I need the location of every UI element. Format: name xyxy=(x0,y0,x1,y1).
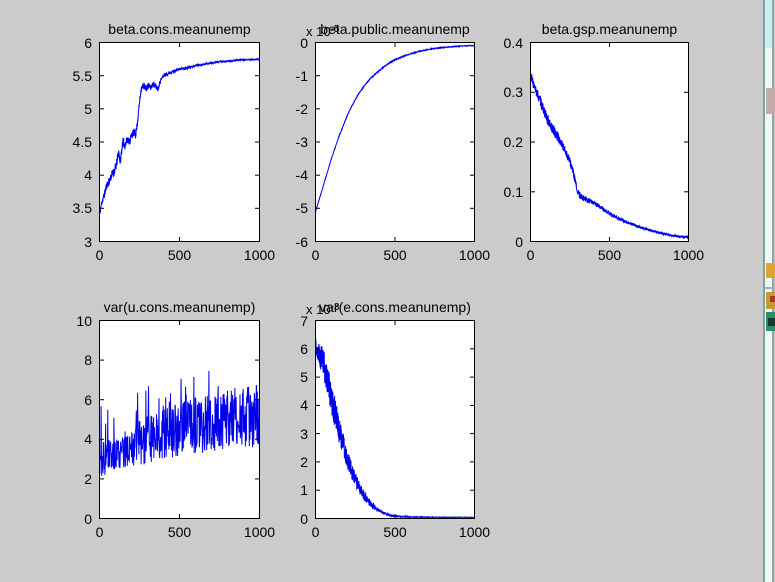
y-tick-label: 10 xyxy=(76,312,92,329)
axes-background xyxy=(530,42,689,242)
y-tick-label: -5 xyxy=(295,200,308,217)
x-tick-label: 1000 xyxy=(243,247,276,263)
exponent-value: -3 xyxy=(330,302,340,313)
trace-line-beta-gsp-meanunemp xyxy=(530,72,689,240)
y-tick-label: 4 xyxy=(84,431,92,448)
subplot-var-e-cons-meanunemp xyxy=(315,320,475,519)
desktop-divider-fragment xyxy=(765,287,775,289)
y-tick-label: 3 xyxy=(300,425,308,442)
y-tick-label: 2 xyxy=(300,453,308,470)
y-tick-label: -4 xyxy=(295,167,308,184)
y-tick-label: 5 xyxy=(300,369,308,386)
desktop-strip-right-line xyxy=(772,0,774,582)
x-tick-label: 500 xyxy=(383,524,407,540)
exponent-prefix: x 10 xyxy=(306,302,331,317)
x-tick-label: 0 xyxy=(95,524,104,540)
x-tick-label: 500 xyxy=(383,247,407,263)
desktop-icon-fragment-dark-accent[interactable] xyxy=(768,318,775,326)
y-tick-label: 6 xyxy=(300,340,308,357)
y-tick-label: 7 xyxy=(300,312,308,329)
axes-beta-public-meanunemp xyxy=(315,42,475,242)
y-tick-label: 0.2 xyxy=(503,134,523,150)
y-tick-label: 6 xyxy=(84,391,92,408)
subplot-title-beta-cons-meanunemp: beta.cons.meanunemp xyxy=(108,21,251,37)
x-tick-label: 0 xyxy=(526,247,535,263)
trace-line-beta-cons-meanunemp xyxy=(99,57,260,215)
axes-background xyxy=(315,42,475,242)
x-tick-label: 0 xyxy=(311,524,320,540)
y-tick-label: 5 xyxy=(84,100,92,117)
y-tick-label: -2 xyxy=(295,100,308,117)
y-tick-label: 4.5 xyxy=(72,134,92,150)
y-tick-label: 0 xyxy=(84,510,92,527)
desktop-icon-fragment-red-accent[interactable] xyxy=(770,296,775,302)
desktop-pink-fragment xyxy=(766,88,775,114)
subplot-title-var-e-cons-meanunemp: var(e.cons.meanunemp) xyxy=(319,299,471,315)
y-tick-label: 0 xyxy=(300,34,308,51)
subplot-var-u-cons-meanunemp xyxy=(99,320,260,519)
subplot-beta-gsp-meanunemp xyxy=(530,42,689,242)
axes-beta-gsp-meanunemp xyxy=(530,42,689,242)
y-tick-label: 0 xyxy=(515,233,523,250)
exponent-value: -5 xyxy=(330,24,340,35)
y-tick-label: 5.5 xyxy=(72,67,92,84)
y-tick-label: 6 xyxy=(84,34,92,51)
axes-box xyxy=(99,320,260,519)
y-tick-label: -6 xyxy=(295,233,308,250)
x-tick-label: 1000 xyxy=(243,524,276,540)
axes-box xyxy=(315,42,475,242)
axis-exponent-label-var-e-cons-meanunemp: x 10-3 xyxy=(306,300,339,318)
y-tick-label: 0.1 xyxy=(503,183,523,200)
y-tick-label: 1 xyxy=(300,482,308,499)
y-tick-label: -1 xyxy=(295,67,308,84)
axes-var-e-cons-meanunemp xyxy=(315,320,475,519)
y-tick-label: 8 xyxy=(84,352,92,369)
axes-box xyxy=(99,42,260,242)
desktop-icon-fragment-yellow[interactable] xyxy=(766,263,775,278)
axes-var-u-cons-meanunemp xyxy=(99,320,260,519)
y-tick-label: 0 xyxy=(300,510,308,527)
trace-line-var-u-cons-meanunemp xyxy=(99,370,260,476)
y-tick-label: -3 xyxy=(295,134,308,150)
axis-exponent-label-beta-public-meanunemp: x 10-5 xyxy=(306,22,339,40)
figure-window-edge-line xyxy=(763,0,765,582)
subplot-beta-cons-meanunemp xyxy=(99,42,260,242)
x-tick-label: 1000 xyxy=(458,247,491,263)
exponent-prefix: x 10 xyxy=(306,24,331,39)
y-tick-label: 2 xyxy=(84,470,92,487)
y-tick-label: 4 xyxy=(300,397,308,414)
y-tick-label: 4 xyxy=(84,167,92,184)
x-tick-label: 1000 xyxy=(672,247,705,263)
axes-background xyxy=(315,320,475,519)
y-tick-label: 0.4 xyxy=(503,34,523,51)
trace-line-beta-public-meanunemp xyxy=(315,44,475,212)
y-tick-label: 3 xyxy=(84,233,92,250)
axes-box xyxy=(315,320,475,519)
x-tick-label: 500 xyxy=(167,247,192,263)
x-tick-label: 0 xyxy=(311,247,320,263)
subplot-title-var-u-cons-meanunemp: var(u.cons.meanunemp) xyxy=(103,299,256,315)
y-tick-label: 0.3 xyxy=(503,84,523,101)
x-tick-label: 1000 xyxy=(458,524,491,540)
x-tick-label: 500 xyxy=(167,524,192,540)
desktop-strip xyxy=(765,0,773,582)
subplot-title-beta-gsp-meanunemp: beta.gsp.meanunemp xyxy=(541,21,678,37)
desktop-strip-top-cyan xyxy=(765,0,773,48)
y-tick-label: 3.5 xyxy=(72,200,92,217)
subplot-title-beta-public-meanunemp: beta.public.meanunemp xyxy=(320,21,470,37)
subplot-beta-public-meanunemp xyxy=(315,42,475,242)
x-tick-label: 0 xyxy=(95,247,104,263)
axes-beta-cons-meanunemp xyxy=(99,42,260,242)
x-tick-label: 500 xyxy=(597,247,622,263)
axes-box xyxy=(530,42,689,242)
